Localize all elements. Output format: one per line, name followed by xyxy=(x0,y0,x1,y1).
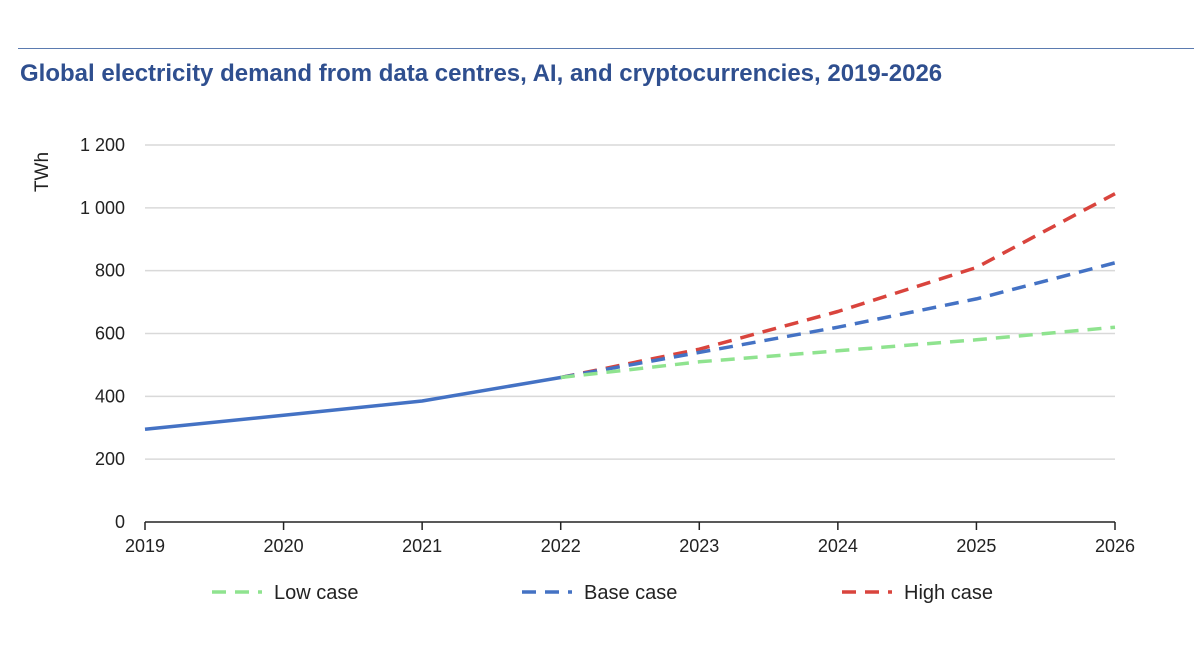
y-tick-label: 1 200 xyxy=(80,135,125,155)
legend-entry: High case xyxy=(904,582,993,604)
x-tick-label: 2023 xyxy=(679,536,719,556)
y-tick-label: 1 000 xyxy=(80,198,125,218)
x-tick-label: 2025 xyxy=(956,536,996,556)
x-tick-label: 2026 xyxy=(1095,536,1135,556)
y-axis-ticks: 0 200 400 600 800 1 000 1 200 xyxy=(80,135,125,532)
y-tick-label: 200 xyxy=(95,449,125,469)
series-line-low-case xyxy=(560,325,1116,380)
y-tick-label: 0 xyxy=(115,512,125,532)
series-line-high-case xyxy=(560,192,1116,380)
historical-line xyxy=(144,375,561,432)
x-tick-label: 2021 xyxy=(402,536,442,556)
y-tick-label: 400 xyxy=(95,386,125,406)
chart-title: Global electricity demand from data cent… xyxy=(20,60,943,87)
y-tick-label: 600 xyxy=(95,324,125,344)
x-tick-label: 2019 xyxy=(125,536,165,556)
top-rule xyxy=(18,48,1194,49)
y-tick-label: 800 xyxy=(95,261,125,281)
x-tick-label: 2022 xyxy=(541,536,581,556)
gridlines xyxy=(145,144,1115,460)
legend: Low case Base case High case xyxy=(212,582,993,604)
series-lines xyxy=(144,192,1116,432)
x-tick-label: 2020 xyxy=(264,536,304,556)
x-axis: 2019 2020 2021 2022 2023 2024 2025 2026 xyxy=(125,521,1135,556)
y-axis-label: TWh xyxy=(32,152,53,192)
legend-entry: Low case xyxy=(274,582,359,604)
x-tick-label: 2024 xyxy=(818,536,858,556)
legend-entry: Base case xyxy=(584,582,677,604)
series-line-base-case xyxy=(560,261,1116,380)
